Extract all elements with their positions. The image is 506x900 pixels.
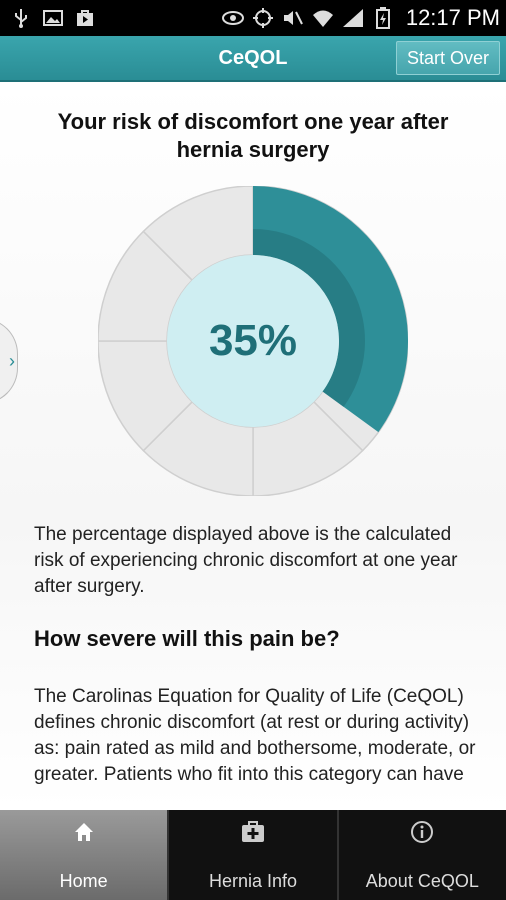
tab-hernia-info[interactable]: Hernia Info [169,810,339,900]
wifi-icon [312,7,334,29]
tab-label: About CeQOL [365,871,479,891]
risk-donut-chart [98,186,408,496]
chevron-right-icon: › [9,350,15,371]
severity-heading: How severe will this pain be? [34,626,340,651]
risk-center-circle [167,255,339,427]
risk-explanation: The percentage displayed above is the ca… [34,524,458,597]
battery-charging-icon [372,7,394,29]
info-icon [339,820,506,846]
gps-icon [252,7,274,29]
start-over-button[interactable]: Start Over [395,41,500,75]
eye-icon [221,7,244,29]
image-icon [42,7,64,29]
app-bar: CeQOL Start Over [0,36,506,82]
mute-icon [282,7,304,29]
tab-about-ceqol[interactable]: About CeQOL [339,810,506,900]
main-content[interactable]: Your risk of discomfort one year after h… [0,82,506,810]
tab-label: Home [59,871,108,891]
usb-icon [10,7,32,29]
side-drawer-handle[interactable]: › [0,318,18,404]
signal-icon [342,7,364,29]
tab-label: Hernia Info [208,871,298,891]
bottom-tab-bar: Home Hernia Info About CeQOL [0,810,506,900]
app-title: CeQOL [218,47,288,69]
risk-arc-inner-shade [253,229,366,407]
home-icon [0,820,167,846]
ceqol-definition: The Carolinas Equation for Quality of Li… [34,686,476,785]
status-time: 12:17 PM [405,5,500,30]
tab-home[interactable]: Home [0,810,170,900]
play-store-icon [74,7,96,29]
medkit-icon [169,820,336,846]
risk-percent: 35% [208,316,298,365]
risk-heading: Your risk of discomfort one year after h… [57,109,449,162]
status-bar: 12:17 PM [0,0,506,36]
